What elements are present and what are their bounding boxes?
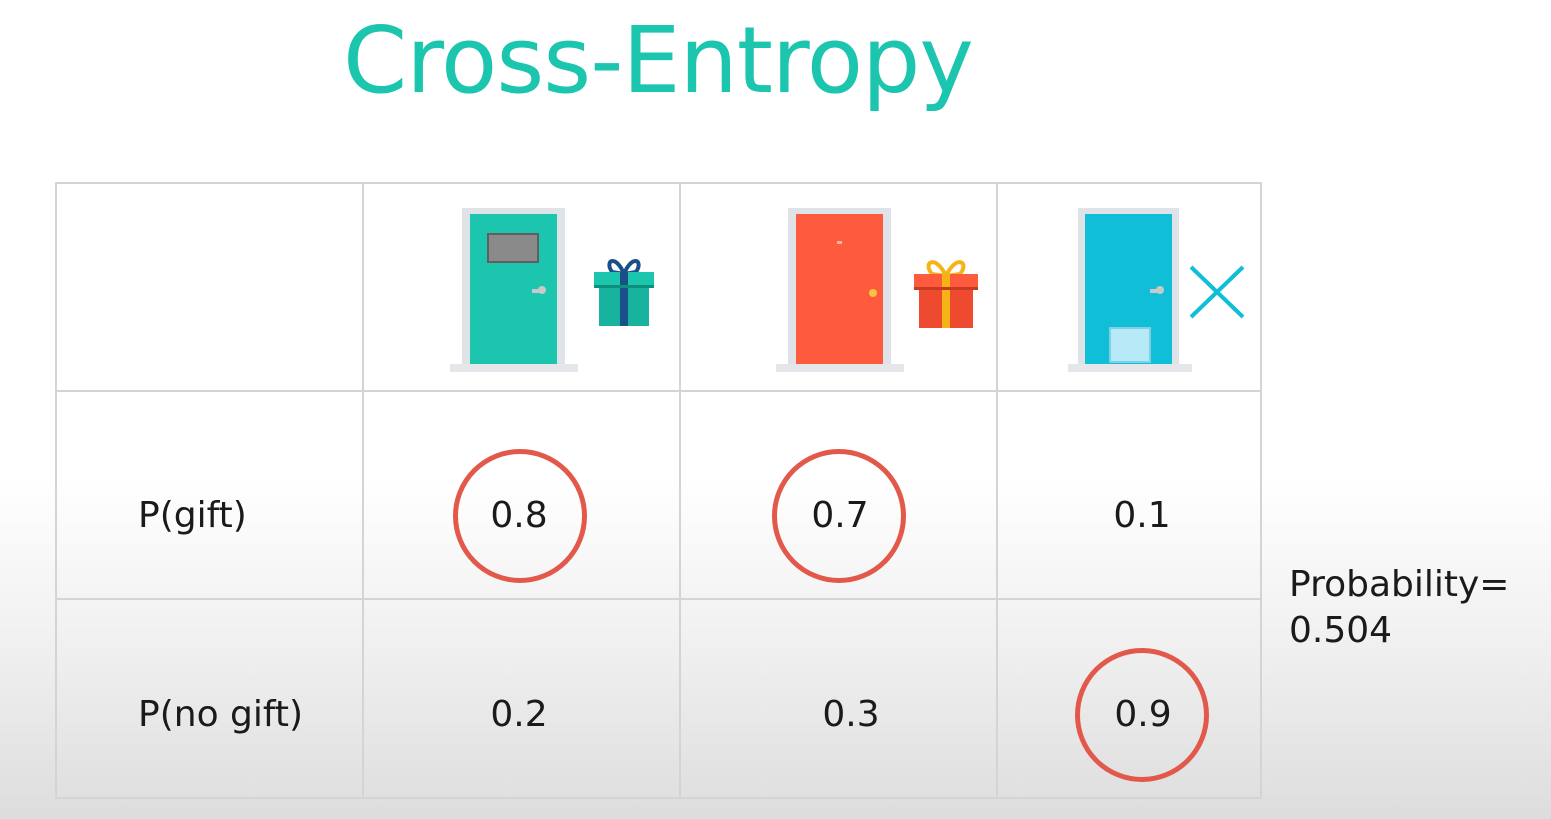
row-divider: [57, 390, 1260, 392]
p-no-gift-door-2: 0.3: [822, 694, 880, 735]
blue-door-icon: [1068, 208, 1192, 372]
row-label-p-no-gift: P(no gift): [138, 694, 304, 735]
highlight-circle: [1075, 648, 1209, 782]
highlight-circle: [772, 449, 906, 583]
p-no-gift-door-1: 0.2: [490, 694, 548, 735]
red-door-icon: [776, 208, 904, 372]
highlight-circle: [453, 449, 587, 583]
probability-result: Probability= 0.504: [1289, 562, 1509, 654]
probability-value: 0.504: [1289, 610, 1393, 651]
p-gift-door-3: 0.1: [1113, 495, 1171, 536]
gift-icon: [914, 260, 978, 328]
probability-label: Probability=: [1289, 564, 1510, 605]
probability-table: [55, 182, 1262, 799]
row-divider: [57, 598, 1260, 600]
page-title: Cross-Entropy: [343, 7, 974, 114]
column-divider: [996, 184, 998, 797]
column-divider: [679, 184, 681, 797]
column-divider: [362, 184, 364, 797]
row-label-p-gift: P(gift): [138, 495, 247, 536]
green-door-icon: [450, 208, 578, 372]
gift-icon: [594, 259, 654, 326]
x-icon: [1189, 265, 1245, 319]
